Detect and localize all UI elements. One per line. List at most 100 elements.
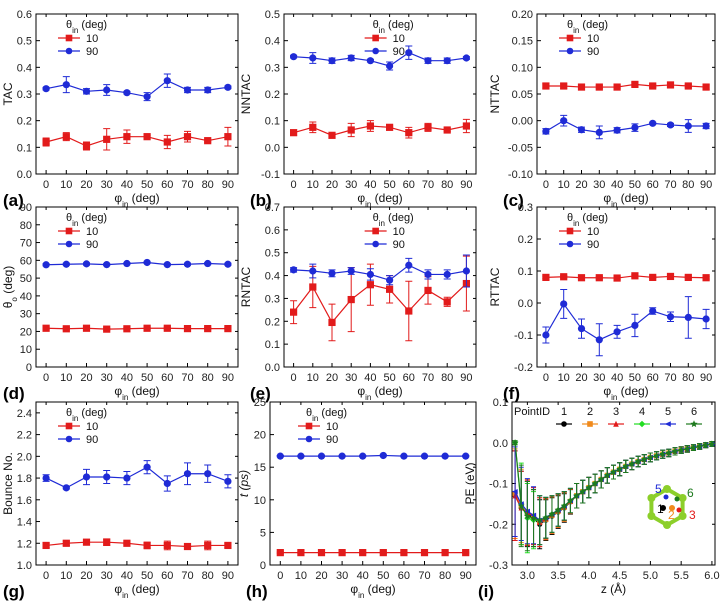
data-point bbox=[359, 549, 367, 557]
legend-marker bbox=[65, 227, 73, 235]
x-tick-label: 40 bbox=[121, 179, 133, 191]
inset-label: 3 bbox=[689, 508, 696, 522]
x-tick-label: 20 bbox=[326, 179, 338, 191]
x-tick-label: 30 bbox=[345, 179, 357, 191]
data-point bbox=[42, 541, 50, 550]
data-point bbox=[560, 502, 568, 509]
series-line bbox=[545, 275, 707, 279]
x-axis-label: φin (deg) bbox=[357, 191, 402, 209]
inset-molecule: 1 2 3 5 6 bbox=[647, 482, 696, 529]
data-point bbox=[542, 82, 550, 90]
x-tick-label: 40 bbox=[611, 179, 623, 191]
data-point bbox=[696, 442, 704, 450]
x-tick-label: 5.0 bbox=[643, 570, 658, 582]
x-tick-label: 10 bbox=[60, 179, 72, 191]
y-tick-label: 0.10 bbox=[512, 62, 533, 74]
data-point bbox=[123, 325, 131, 333]
inset-atom bbox=[678, 494, 687, 502]
x-tick-label: 90 bbox=[222, 570, 234, 582]
panel-label: (b) bbox=[250, 191, 272, 210]
y-tick-label: 0.2 bbox=[518, 234, 533, 246]
data-point bbox=[143, 541, 151, 550]
x-axis-label: φin (deg) bbox=[114, 582, 159, 600]
x-tick-label: 20 bbox=[575, 372, 587, 384]
data-point bbox=[649, 119, 657, 127]
data-point bbox=[405, 261, 413, 269]
y-tick-label: 10 bbox=[254, 495, 266, 507]
data-point bbox=[163, 324, 171, 332]
panel-label: (h) bbox=[246, 582, 268, 601]
y-tick-label: -0.1 bbox=[514, 330, 533, 342]
series-10 bbox=[276, 549, 470, 557]
data-point bbox=[183, 133, 192, 141]
y-tick-label: 0 bbox=[26, 362, 32, 374]
data-point bbox=[684, 122, 692, 130]
x-tick-label: 50 bbox=[383, 372, 395, 384]
data-point bbox=[204, 137, 212, 145]
legend-marker bbox=[372, 227, 379, 235]
y-tick-label: 1.4 bbox=[17, 517, 32, 529]
x-tick-label: 6.0 bbox=[704, 570, 719, 582]
legend-label: 90 bbox=[587, 239, 599, 251]
series-line bbox=[545, 302, 707, 341]
data-point bbox=[462, 452, 470, 460]
data-point bbox=[386, 62, 394, 70]
data-point bbox=[702, 441, 710, 449]
inset-point-6 bbox=[674, 496, 680, 502]
data-point bbox=[62, 325, 70, 333]
data-point bbox=[443, 270, 451, 279]
data-point bbox=[103, 473, 111, 481]
y-axis-label: TAC bbox=[1, 82, 15, 105]
data-point bbox=[42, 138, 50, 146]
y-tick-label: 0.4 bbox=[265, 271, 280, 283]
data-point bbox=[123, 133, 131, 141]
x-tick-label: 0 bbox=[291, 372, 297, 384]
y-tick-label: 1.6 bbox=[17, 495, 32, 507]
y-tick-label: 90 bbox=[20, 202, 32, 214]
x-axis-label: φin (deg) bbox=[357, 384, 402, 402]
inset-point-1 bbox=[660, 505, 666, 511]
legend-label: 10 bbox=[86, 33, 98, 45]
inset-label: 1 bbox=[657, 502, 664, 516]
x-tick-label: 80 bbox=[441, 179, 453, 191]
data-point bbox=[309, 123, 317, 131]
x-axis-label: φin (deg) bbox=[603, 191, 648, 209]
series-line bbox=[545, 83, 707, 88]
data-point bbox=[441, 452, 449, 460]
series-line bbox=[293, 51, 467, 67]
x-tick-label: 0 bbox=[43, 372, 49, 384]
series-90 bbox=[42, 460, 232, 492]
y-axis-label: PE (eV) bbox=[463, 462, 477, 504]
panel-e: 0 10 20 30 40 50 60 70 80 90 0.0 0.1 0.2 0.3 0.4 0.5 0.6… bbox=[239, 202, 477, 403]
y-tick-label: 0.0 bbox=[493, 438, 508, 450]
legend-label: 10 bbox=[587, 33, 599, 45]
data-point bbox=[462, 267, 470, 275]
data-point bbox=[317, 452, 326, 460]
legend-marker bbox=[566, 240, 574, 248]
legend-label: 90 bbox=[393, 239, 405, 251]
x-tick-label: 0 bbox=[43, 179, 49, 191]
x-tick-label: 4.0 bbox=[581, 570, 596, 582]
x-tick-label: 80 bbox=[682, 372, 694, 384]
series-3 bbox=[512, 440, 715, 548]
x-tick-label: 10 bbox=[295, 570, 307, 582]
y-tick-label: 0.0 bbox=[265, 362, 280, 374]
data-point bbox=[42, 474, 50, 482]
x-tick-label: 20 bbox=[80, 372, 92, 384]
data-point bbox=[597, 475, 605, 483]
data-point bbox=[690, 444, 697, 451]
data-point bbox=[224, 325, 232, 333]
data-point bbox=[577, 83, 586, 91]
data-point bbox=[42, 85, 50, 93]
plot-frame bbox=[283, 206, 477, 368]
panel-label: (f) bbox=[503, 384, 520, 403]
data-point bbox=[386, 276, 394, 284]
x-tick-label: 4.5 bbox=[612, 570, 627, 582]
x-tick-label: 5.5 bbox=[674, 570, 689, 582]
panel-a: 0 10 20 30 40 50 60 70 80 90 0.0 0.1 0.2 0.3 0.4 0.5 0.6… bbox=[1, 9, 239, 210]
data-point bbox=[328, 269, 336, 277]
